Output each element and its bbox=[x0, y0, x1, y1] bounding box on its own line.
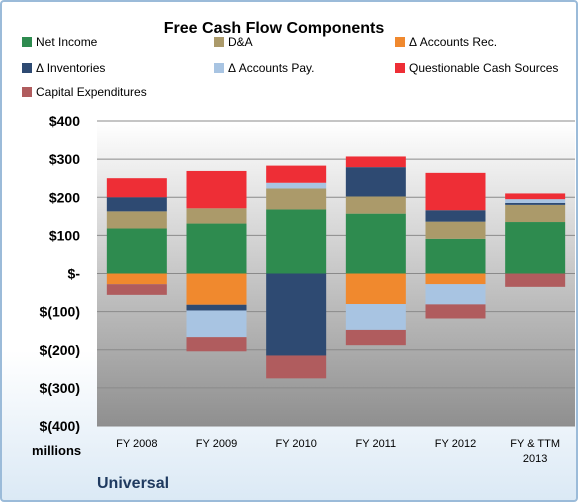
bar-segment-d-a bbox=[186, 208, 247, 224]
bar-segment-accounts-pay bbox=[266, 182, 327, 189]
x-axis: FY 2008 FY 2009 FY 2010 FY 2011 FY 2012 FY & … bbox=[116, 438, 560, 465]
bar-segment-d-a bbox=[505, 204, 566, 223]
legend-item-net-income: Net Income bbox=[22, 35, 98, 49]
legend: Net Income D&A Δ Accounts Rec. Δ Inventorie… bbox=[22, 35, 558, 99]
bar-segment-inventories bbox=[266, 273, 327, 356]
x-tick-label: FY 2008 bbox=[116, 438, 157, 450]
y-tick-label: $300 bbox=[49, 151, 80, 167]
bar-segment-questionable-cash-sources bbox=[186, 170, 247, 209]
legend-label: Capital Expenditures bbox=[36, 85, 147, 99]
bar-segment-accounts-rec bbox=[345, 273, 406, 304]
y-tick-label: $(200) bbox=[40, 342, 80, 358]
company-label: Universal bbox=[97, 475, 169, 492]
x-tick-label: FY 2012 bbox=[435, 438, 476, 450]
legend-swatch bbox=[395, 63, 405, 73]
bar-segment-capital-expenditures bbox=[266, 355, 327, 379]
bar-segment-accounts-pay bbox=[186, 310, 247, 338]
x-tick-label: FY 2011 bbox=[356, 438, 397, 450]
y-tick-label: $(100) bbox=[40, 304, 80, 320]
bar-segment-questionable-cash-sources bbox=[345, 156, 406, 168]
bar-segment-net-income bbox=[106, 228, 167, 274]
legend-label: Questionable Cash Sources bbox=[409, 61, 558, 75]
legend-swatch bbox=[22, 63, 32, 73]
bar-segment-accounts-rec bbox=[425, 273, 486, 285]
legend-swatch bbox=[214, 63, 224, 73]
bar-segment-d-a bbox=[266, 188, 327, 210]
bar-segment-questionable-cash-sources bbox=[106, 178, 167, 198]
bar-segment-accounts-pay bbox=[505, 199, 566, 203]
y-axis: $400 $300 $200 $100 $- $(100) $(200) $(300) $(40… bbox=[40, 113, 81, 434]
gridlines bbox=[97, 120, 575, 427]
legend-item-accounts-pay: Δ Accounts Pay. bbox=[214, 61, 315, 75]
bar-segment-d-a bbox=[425, 221, 486, 239]
legend-label: Δ Accounts Rec. bbox=[409, 35, 497, 49]
legend-item-accounts-rec: Δ Accounts Rec. bbox=[395, 35, 497, 49]
x-tick-label: FY 2010 bbox=[275, 438, 316, 450]
bar-segment-questionable-cash-sources bbox=[425, 172, 486, 211]
y-tick-label: $(300) bbox=[40, 380, 80, 396]
bar-segment-questionable-cash-sources bbox=[505, 193, 566, 200]
y-tick-label: $400 bbox=[49, 113, 80, 129]
legend-swatch bbox=[214, 37, 224, 47]
legend-item-inventories: Δ Inventories bbox=[22, 61, 105, 75]
legend-swatch bbox=[22, 37, 32, 47]
bar-segment-capital-expenditures bbox=[345, 329, 406, 346]
legend-label: Net Income bbox=[36, 35, 98, 49]
bar-segment-capital-expenditures bbox=[505, 273, 566, 287]
bar-segment-d-a bbox=[106, 211, 167, 229]
bar-segment-d-a bbox=[345, 196, 406, 214]
legend-swatch bbox=[22, 87, 32, 97]
bar-segment-accounts-rec bbox=[106, 273, 167, 285]
y-tick-label: $100 bbox=[49, 227, 80, 243]
y-tick-label: $- bbox=[68, 266, 81, 282]
legend-label: Δ Inventories bbox=[36, 61, 105, 75]
bar-segment-capital-expenditures bbox=[425, 304, 486, 319]
bar-segment-net-income bbox=[425, 238, 486, 274]
bar-segment-net-income bbox=[186, 223, 247, 274]
legend-item-d-a: D&A bbox=[214, 35, 253, 49]
x-tick-label: FY & TTM 2013 bbox=[510, 438, 560, 465]
y-tick-label: $200 bbox=[49, 189, 80, 205]
bar-segment-net-income bbox=[505, 222, 566, 274]
legend-swatch bbox=[395, 37, 405, 47]
bar-segment-accounts-pay bbox=[425, 284, 486, 305]
legend-label: Δ Accounts Pay. bbox=[228, 61, 315, 75]
legend-item-questionable-cash-sources: Questionable Cash Sources bbox=[395, 61, 558, 75]
bar-segment-capital-expenditures bbox=[186, 337, 247, 352]
bar-segment-questionable-cash-sources bbox=[266, 165, 327, 183]
legend-label: D&A bbox=[228, 35, 253, 49]
bars bbox=[106, 156, 566, 379]
legend-item-capital-expenditures: Capital Expenditures bbox=[22, 85, 147, 99]
bar-segment-capital-expenditures bbox=[106, 284, 167, 295]
unit-label: millions bbox=[32, 443, 81, 458]
bar-segment-accounts-rec bbox=[186, 273, 247, 305]
bar-segment-inventories bbox=[186, 304, 247, 311]
bar-segment-inventories bbox=[345, 167, 406, 197]
bar-segment-inventories bbox=[505, 202, 566, 205]
bar-segment-accounts-pay bbox=[345, 304, 406, 330]
bar-segment-inventories bbox=[425, 210, 486, 222]
bar-segment-net-income bbox=[345, 213, 406, 274]
bar-segment-inventories bbox=[106, 197, 167, 212]
chart-title: Free Cash Flow Components bbox=[164, 20, 385, 37]
y-tick-label: $(400) bbox=[40, 418, 80, 434]
x-tick-label: FY 2009 bbox=[196, 438, 237, 450]
bar-segment-net-income bbox=[266, 209, 327, 274]
